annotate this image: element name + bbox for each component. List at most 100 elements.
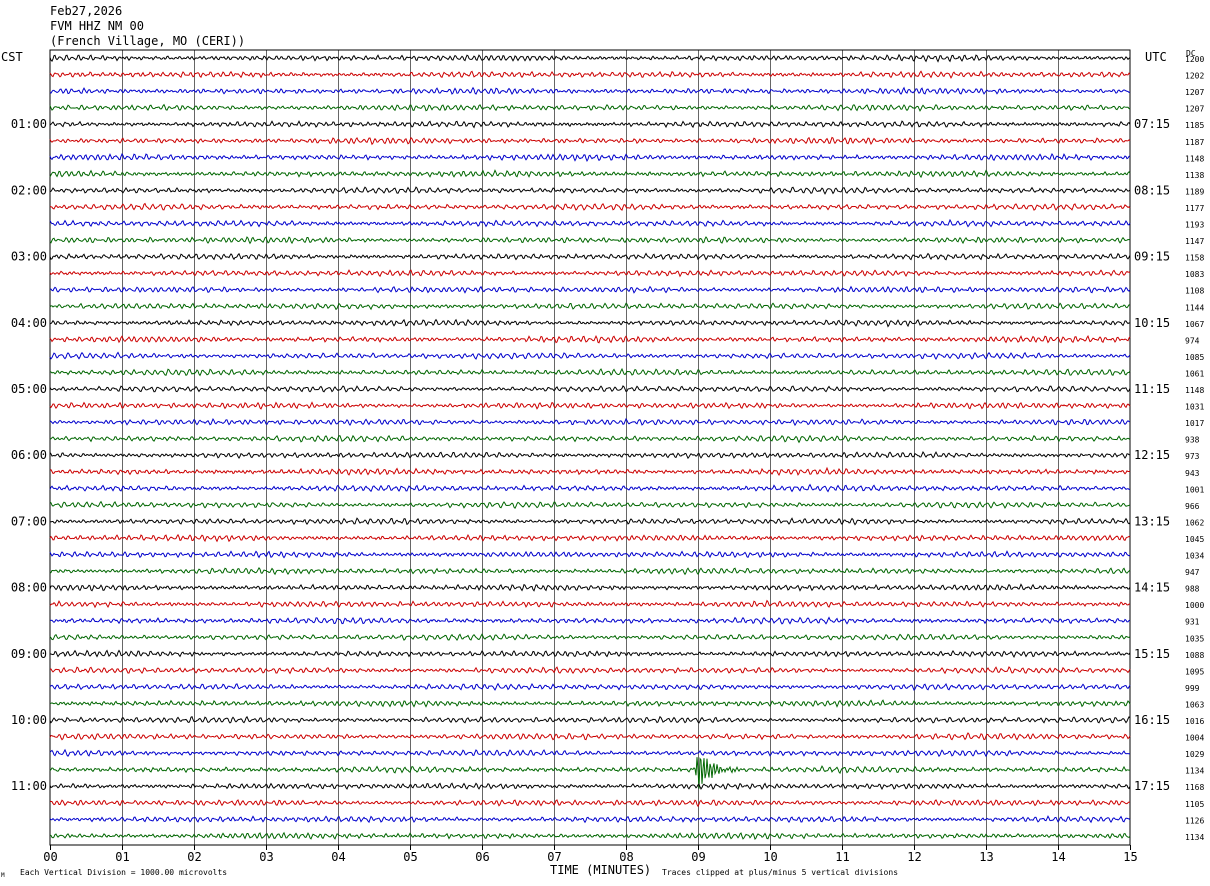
dc-value: 1148 xyxy=(1185,386,1204,395)
dc-value: 1095 xyxy=(1185,667,1204,676)
trace-row-2 xyxy=(49,86,1131,95)
dc-value: 1185 xyxy=(1185,121,1204,130)
trace-row-22 xyxy=(49,417,1131,427)
dc-value: 1200 xyxy=(1185,55,1204,64)
x-tick-label: 10 xyxy=(763,850,777,864)
dc-value: 947 xyxy=(1185,568,1200,577)
right-timezone-label: UTC xyxy=(1145,50,1167,64)
dc-value: 1035 xyxy=(1185,634,1204,643)
corner-mark: M xyxy=(1,872,5,879)
trace-row-13 xyxy=(49,269,1131,278)
dc-value: 938 xyxy=(1185,436,1200,445)
right-hour-label: 11:15 xyxy=(1134,382,1170,396)
x-tick-label: 11 xyxy=(835,850,849,864)
x-tick-label: 09 xyxy=(691,850,705,864)
right-hour-label: 13:15 xyxy=(1134,514,1170,528)
left-hour-label: 11:00 xyxy=(11,779,47,793)
dc-value: 1168 xyxy=(1185,783,1204,792)
trace-row-11 xyxy=(49,236,1131,245)
right-hour-label: 16:15 xyxy=(1134,713,1170,727)
trace-row-40 xyxy=(49,715,1131,724)
x-tick-label: 14 xyxy=(1051,850,1065,864)
trace-row-26 xyxy=(49,483,1131,493)
trace-row-0 xyxy=(49,53,1131,63)
dc-value: 1148 xyxy=(1185,154,1204,163)
right-hour-label: 09:15 xyxy=(1134,250,1170,264)
right-hour-label: 14:15 xyxy=(1134,581,1170,595)
trace-row-1 xyxy=(49,70,1131,79)
dc-value: 974 xyxy=(1185,336,1200,345)
x-tick-label: 12 xyxy=(907,850,921,864)
trace-row-17 xyxy=(49,334,1131,344)
left-hour-label: 01:00 xyxy=(11,117,47,131)
trace-row-33 xyxy=(49,599,1131,609)
left-hour-label: 08:00 xyxy=(11,581,47,595)
dc-value: 1045 xyxy=(1185,535,1204,544)
x-tick-label: 00 xyxy=(43,850,57,864)
dc-value: 966 xyxy=(1185,502,1200,511)
dc-value: 1031 xyxy=(1185,403,1204,412)
x-tick-label: 07 xyxy=(547,850,561,864)
dc-value: 1134 xyxy=(1185,833,1204,842)
trace-row-8 xyxy=(49,186,1131,195)
dc-value: 1088 xyxy=(1185,651,1204,660)
trace-row-3 xyxy=(49,103,1131,112)
dc-value: 1001 xyxy=(1185,485,1204,494)
trace-row-25 xyxy=(49,466,1131,477)
dc-value: 1000 xyxy=(1185,601,1204,610)
right-hour-label: 12:15 xyxy=(1134,448,1170,462)
dc-value: 1202 xyxy=(1185,72,1204,81)
x-tick-label: 08 xyxy=(619,850,633,864)
dc-value: 1138 xyxy=(1185,171,1204,180)
left-hour-label: 05:00 xyxy=(11,382,47,396)
trace-row-28 xyxy=(49,517,1131,526)
x-tick-label: 04 xyxy=(331,850,345,864)
dc-value: 1134 xyxy=(1185,767,1204,776)
left-hour-label: 03:00 xyxy=(11,250,47,264)
dc-value: 1147 xyxy=(1185,237,1204,246)
dc-value: 1063 xyxy=(1185,700,1204,709)
right-hour-label: 07:15 xyxy=(1134,117,1170,131)
x-tick-label: 15 xyxy=(1123,850,1137,864)
trace-row-9 xyxy=(49,202,1131,211)
trace-row-6 xyxy=(49,152,1131,162)
dc-value: 1207 xyxy=(1185,88,1204,97)
left-hour-label: 10:00 xyxy=(11,713,47,727)
dc-value: 999 xyxy=(1185,684,1200,693)
x-tick-label: 03 xyxy=(259,850,273,864)
trace-row-46 xyxy=(49,815,1131,824)
dc-value: 1083 xyxy=(1185,270,1204,279)
plot-frame xyxy=(49,49,1131,846)
trace-row-12 xyxy=(49,252,1131,261)
trace-row-44 xyxy=(49,782,1131,791)
trace-row-38 xyxy=(49,682,1131,691)
trace-row-20 xyxy=(49,385,1131,393)
clip-note: Traces clipped at plus/minus 5 vertical … xyxy=(662,868,899,877)
trace-row-19 xyxy=(49,367,1131,377)
dc-offset-header: DC xyxy=(1186,49,1196,58)
trace-row-7 xyxy=(49,169,1131,179)
station-location: (French Village, MO (CERI)) xyxy=(50,34,246,48)
right-hour-label: 10:15 xyxy=(1134,316,1170,330)
dc-value: 1004 xyxy=(1185,734,1204,743)
dc-value: 1144 xyxy=(1185,303,1204,312)
trace-row-47 xyxy=(49,831,1131,841)
dc-value: 1034 xyxy=(1185,552,1204,561)
trace-row-30 xyxy=(49,550,1131,559)
right-hour-label: 08:15 xyxy=(1134,183,1170,197)
dc-value: 931 xyxy=(1185,618,1200,627)
left-hour-label: 06:00 xyxy=(11,448,47,462)
x-tick-label: 05 xyxy=(403,850,417,864)
dc-value: 973 xyxy=(1185,452,1200,461)
trace-row-36 xyxy=(49,649,1131,659)
dc-value: 1187 xyxy=(1185,138,1204,147)
trace-row-35 xyxy=(49,633,1131,642)
dc-value: 1105 xyxy=(1185,800,1204,809)
plot-date: Feb27,2026 xyxy=(50,4,123,18)
x-tick-label: 02 xyxy=(187,850,201,864)
dc-value: 1108 xyxy=(1185,287,1204,296)
x-tick-label: 06 xyxy=(475,850,489,864)
trace-row-29 xyxy=(49,533,1131,543)
dc-value: 1126 xyxy=(1185,816,1204,825)
